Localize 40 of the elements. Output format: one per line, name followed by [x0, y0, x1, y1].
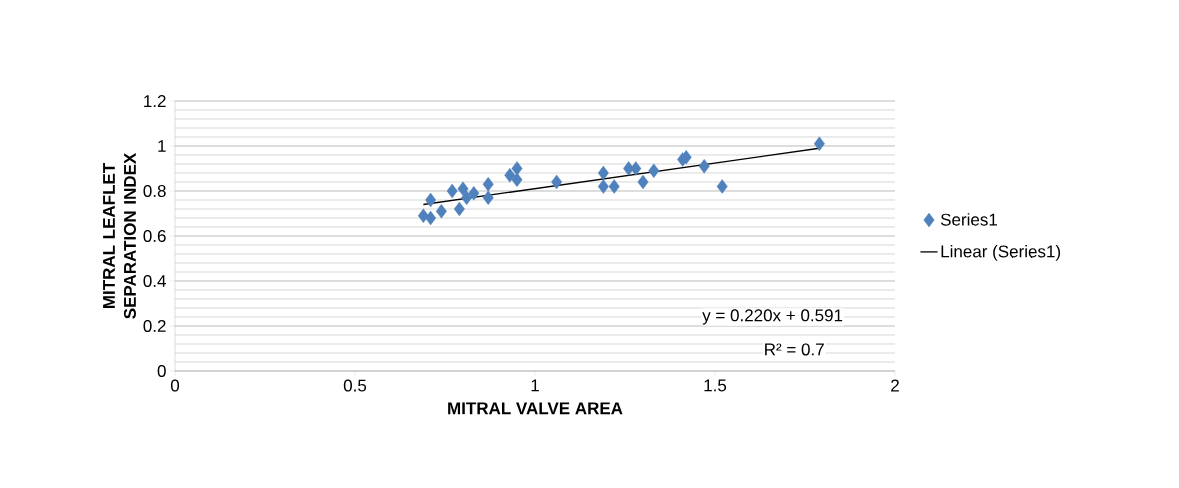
- x-tick-label: 1: [531, 379, 539, 392]
- point: [630, 161, 642, 176]
- point: [435, 204, 447, 219]
- point: [597, 179, 609, 194]
- point: [551, 174, 563, 190]
- y-tick-label: 1: [158, 140, 166, 152]
- y-tick-label: 0.2: [143, 319, 166, 333]
- y-tick-label: 1.2: [144, 95, 166, 107]
- point: [425, 192, 437, 208]
- point: [608, 179, 620, 194]
- point: [648, 163, 660, 178]
- point: [597, 165, 609, 181]
- y-tick-label: 0: [157, 364, 166, 378]
- y-tick-label: 0.8: [143, 184, 166, 198]
- point: [813, 136, 825, 151]
- point: [698, 159, 710, 174]
- x-tick-label: 0: [170, 379, 180, 392]
- y-tick-label: 0.4: [143, 274, 166, 288]
- legend-label: Linear (Series1): [941, 245, 1061, 261]
- annotation: y = 0.220x + 0.591: [702, 309, 843, 325]
- point: [425, 210, 437, 226]
- point: [468, 186, 480, 201]
- x-tick-label: 2: [891, 379, 899, 392]
- point: [461, 190, 473, 205]
- point: [511, 172, 523, 187]
- point: [482, 190, 494, 205]
- y-tick-label: 0.6: [143, 229, 166, 243]
- point: [637, 174, 649, 190]
- point: [453, 201, 465, 217]
- point: [482, 177, 494, 192]
- legend-label: Series1: [940, 213, 997, 226]
- y-axis-title: MITRAL LEAFLET SEPARATION INDEX: [103, 152, 136, 319]
- x-tick-label: 0.5: [343, 379, 367, 392]
- point: [446, 183, 458, 199]
- x-axis-title: MITRAL VALVE AREA: [448, 402, 623, 415]
- x-tick-label: 1.5: [704, 379, 727, 392]
- point: [457, 181, 469, 196]
- point: [716, 179, 728, 194]
- annotation: R² = 0.7: [765, 343, 824, 356]
- point: [504, 168, 516, 183]
